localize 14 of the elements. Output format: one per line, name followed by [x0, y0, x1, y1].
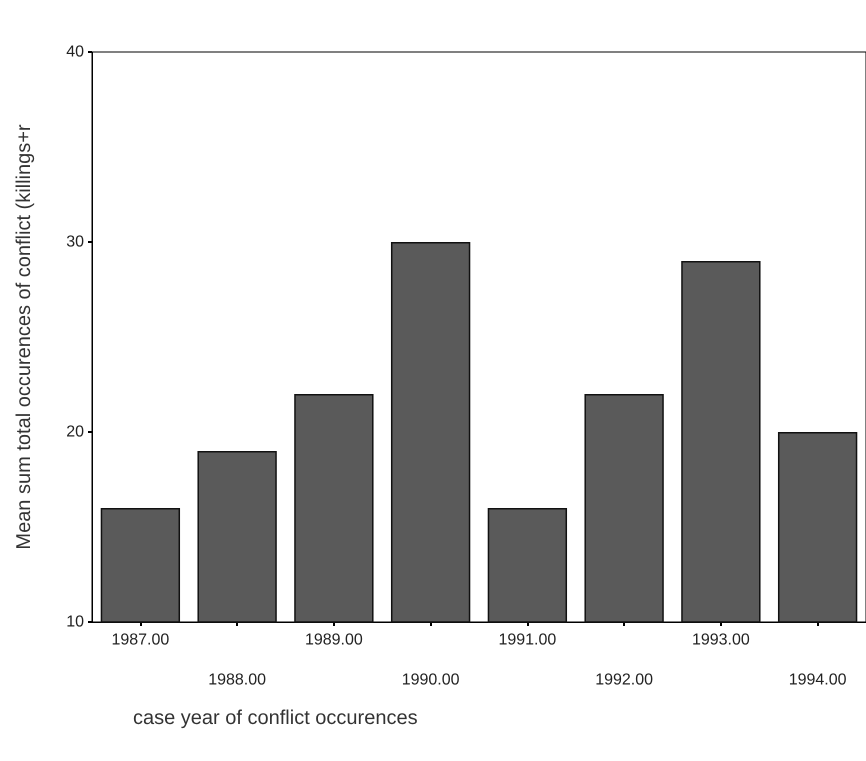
x-tick-label: 1989.00 [304, 632, 363, 648]
x-axis-title: case year of conflict occurences [133, 707, 418, 729]
x-tick-label: 1991.00 [498, 632, 556, 648]
y-tick-label: 30 [66, 234, 84, 250]
x-tick-label: 1992.00 [595, 672, 654, 688]
x-tick-label: 1988.00 [208, 672, 266, 688]
x-tick-label: 1990.00 [402, 672, 460, 688]
x-tick-label: 1993.00 [692, 632, 750, 648]
y-axis-title: Mean sum total occurences of conflict (killings+r [13, 124, 35, 550]
x-tick-label: 1994.00 [788, 672, 847, 688]
y-tick-label: 10 [66, 614, 84, 630]
x-tick-label: 1987.00 [111, 632, 170, 648]
y-tick-label: 20 [66, 424, 84, 440]
y-tick-label: 40 [66, 44, 84, 60]
